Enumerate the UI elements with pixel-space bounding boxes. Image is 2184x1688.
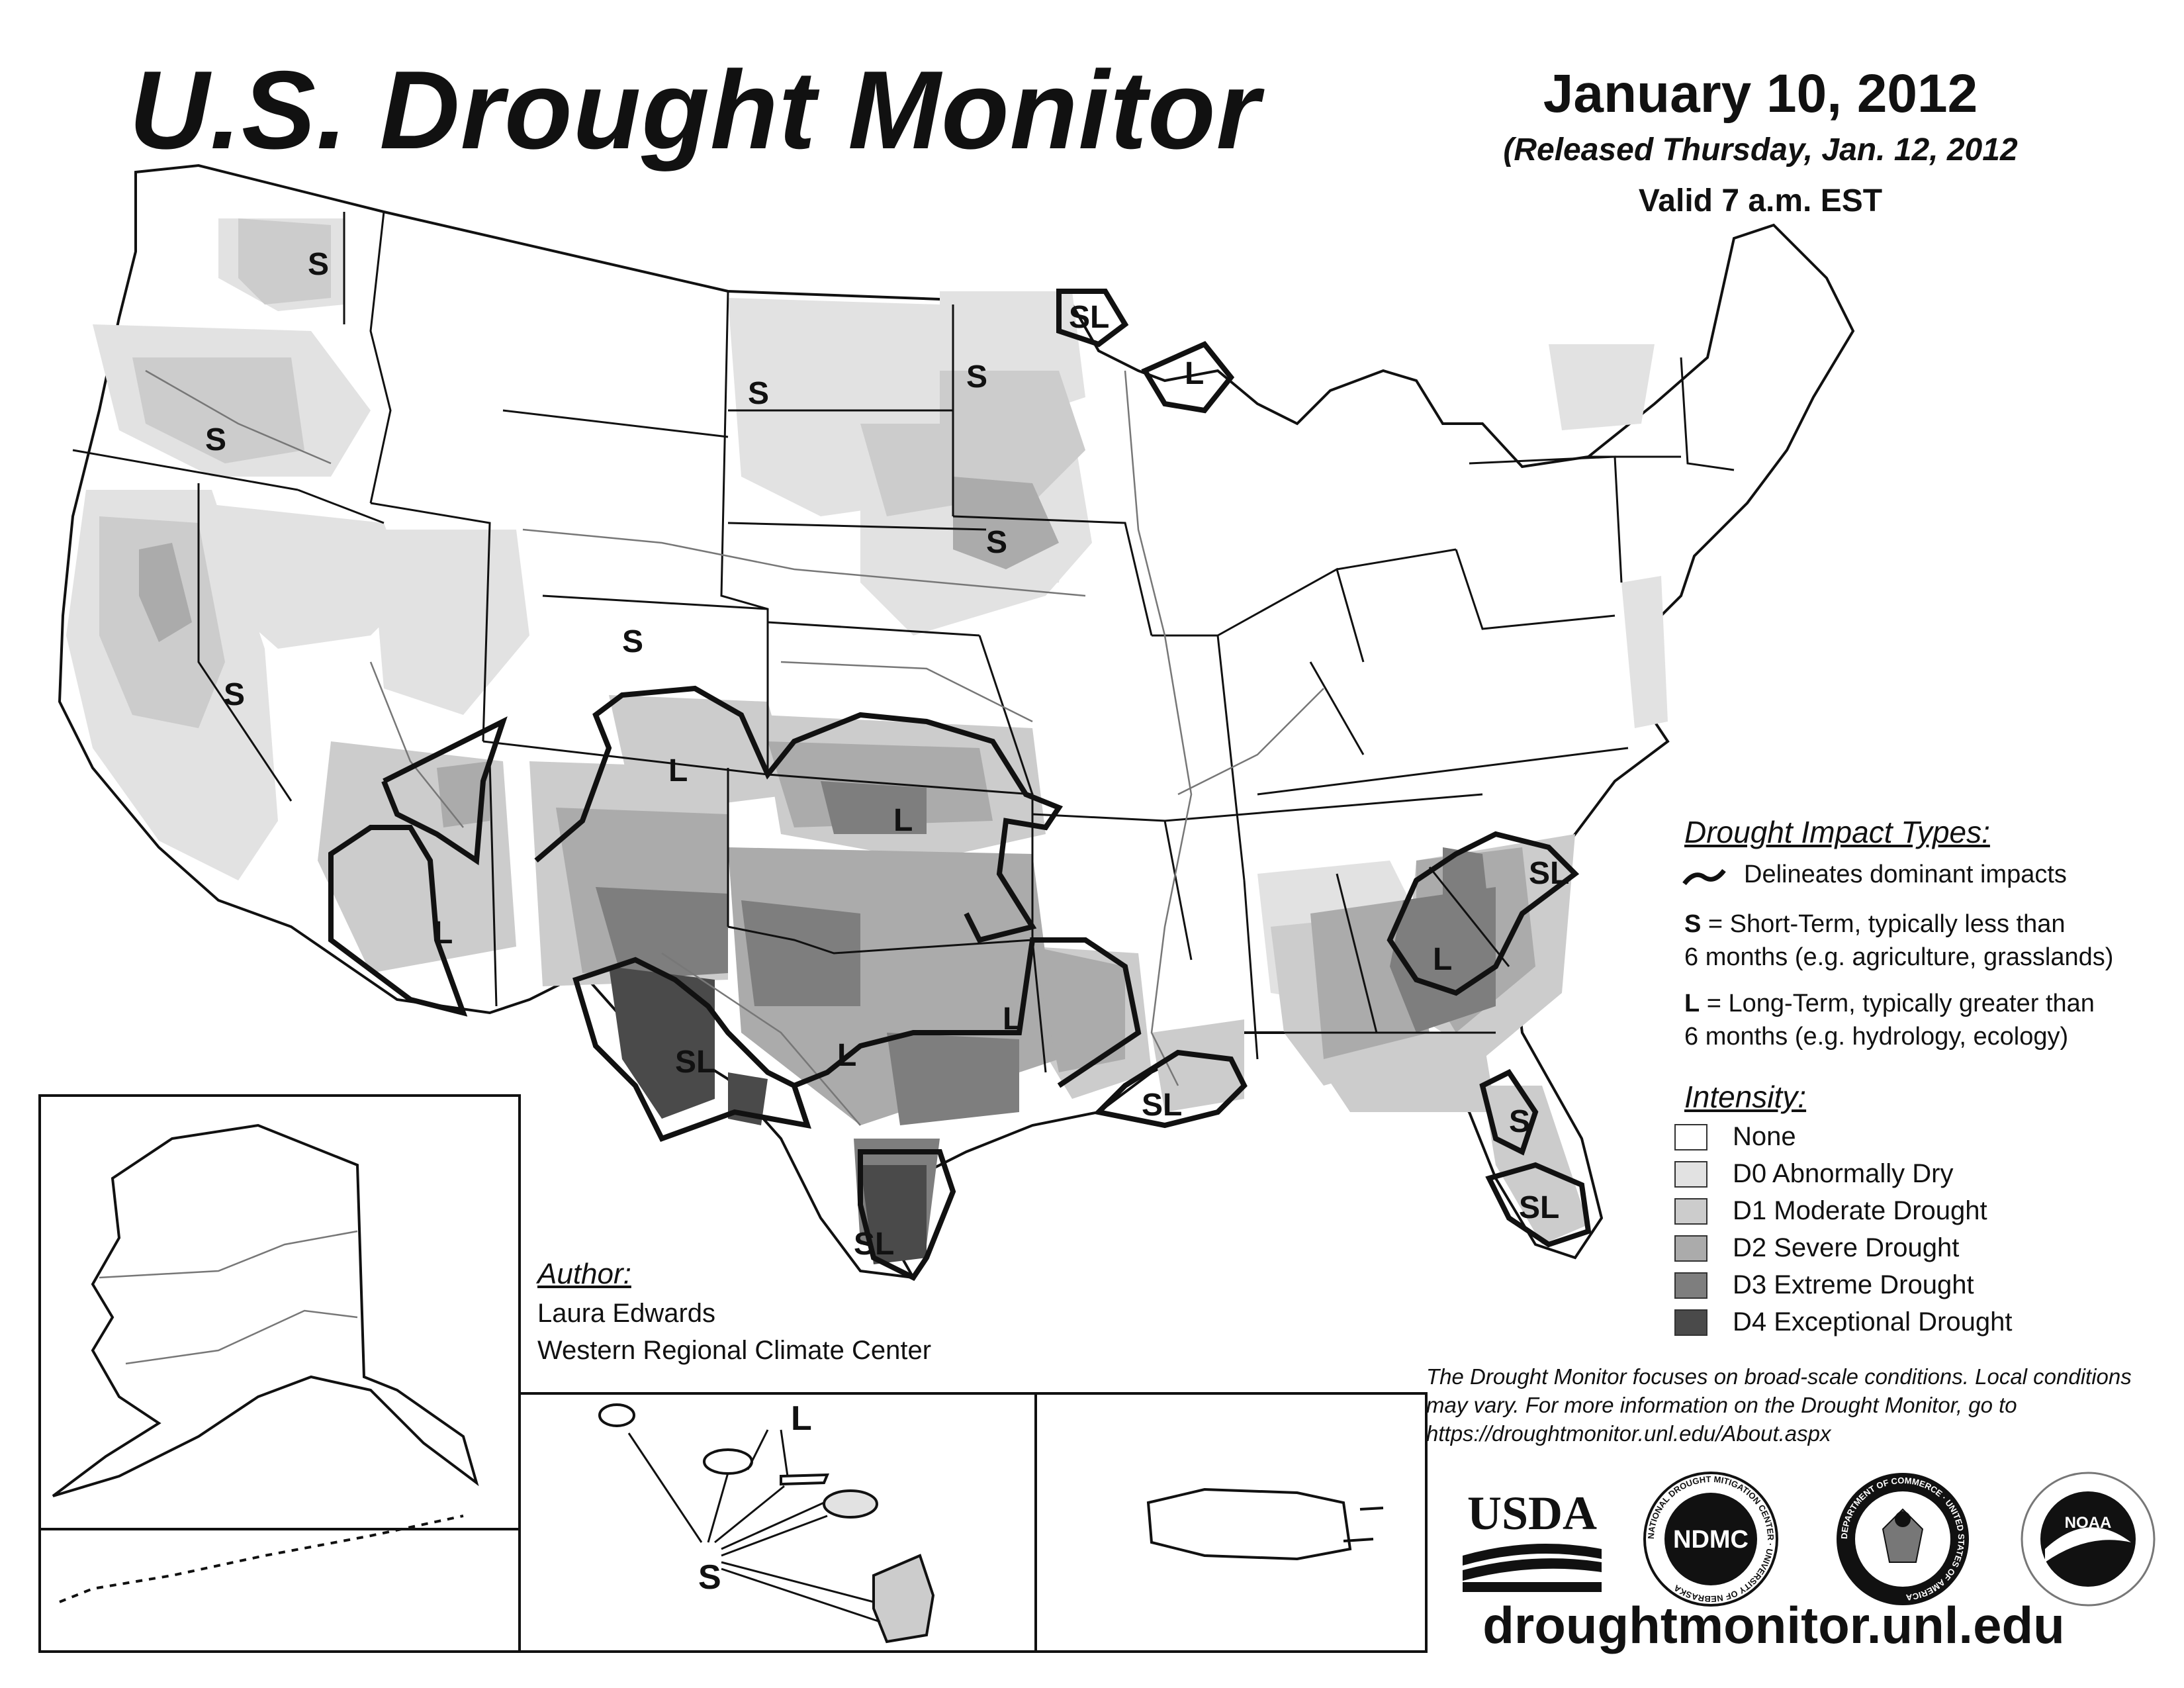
legend-long-term: L = Long-Term, typically greater than [1684,990,2095,1018]
release-date: (Released Thursday, Jan. 12, 2012 [1503,132,2018,167]
impact-label-l: L [1433,942,1452,977]
intensity-swatch [1674,1160,1707,1188]
impact-label-l: L [893,803,913,838]
impact-label-l: L [791,1399,812,1438]
long-term-desc-2: 6 months (e.g. hydrology, ecology) [1684,1023,2069,1051]
d4-areas [609,966,927,1264]
intensity-legend-item: D0 Abnormally Dry [1674,1159,1953,1189]
impact-label-s: S [986,525,1007,560]
ndmc-logo: NATIONAL DROUGHT MITIGATION CENTER · UNI… [1641,1470,1780,1609]
alaska-inset [52,1123,479,1603]
website-url[interactable]: droughtmonitor.unl.edu [1482,1596,2065,1654]
legend-intensity-title: Intensity: [1684,1080,1807,1114]
map-date: January 10, 2012 [1543,64,1978,124]
hawaii-inset: S L [598,1399,935,1644]
intensity-label: None [1733,1122,1796,1151]
impact-label-sl: SL [1529,856,1569,891]
noaa-logo-text: NOAA [2065,1514,2112,1532]
short-term-letter: S [1684,910,1702,938]
short-term-desc-1: = Short-Term, typically less than [1701,910,2066,938]
intensity-swatch [1674,1123,1707,1150]
rivers [145,369,1324,1126]
state-borders [72,211,1735,1073]
legend-short-term: S = Short-Term, typically less than [1684,910,2066,939]
impact-line-sample [1682,868,1726,886]
puerto-rico-inset [1146,1487,1384,1561]
impact-label-sl: SL [1142,1088,1182,1123]
legend-impact-title: Drought Impact Types: [1684,815,1990,849]
impact-label-l: L [1003,1002,1022,1037]
usda-logo: USDA [1456,1483,1608,1595]
ndmc-logo-text: NDMC [1673,1526,1749,1554]
intensity-legend-item: None [1674,1122,1796,1152]
short-term-desc-2: 6 months (e.g. agriculture, grasslands) [1684,943,2114,971]
map-title: U.S. Drought Monitor [129,48,1261,172]
impact-label-s: S [966,359,987,395]
impact-label-s: S [205,422,226,457]
impact-label-s: S [224,677,245,712]
intensity-swatch [1674,1197,1707,1225]
impact-label-l: L [668,753,688,788]
intensity-legend-item: D1 Moderate Drought [1674,1196,1987,1226]
intensity-label: D2 Severe Drought [1733,1233,1960,1262]
disclaimer-text: The Drought Monitor focuses on broad-sca… [1426,1364,2132,1446]
long-term-desc-1: = Long-Term, typically greater than [1700,990,2095,1017]
impact-label-sl: SL [1519,1190,1559,1225]
impact-boundaries [328,289,1592,1282]
intensity-swatch [1674,1272,1707,1299]
impact-label-l: L [837,1038,856,1073]
intensity-swatch [1674,1309,1707,1336]
impact-label-s: S [698,1558,721,1597]
impact-label-s: S [622,624,643,659]
legend-impact-line: Delineates dominant impacts [1744,861,2067,888]
impact-label-sl: SL [675,1045,715,1080]
date-block: January 10, 2012 (Released Thursday, Jan… [1443,63,2078,219]
valid-time: Valid 7 a.m. EST [1638,183,1883,218]
author-organization: Western Regional Climate Center [537,1336,932,1365]
impact-labels: S S S S S S S S L L L L L L L SL SL SL S… [205,247,1569,1262]
impact-label-sl: SL [854,1227,894,1262]
intensity-legend-item: D4 Exceptional Drought [1674,1307,2012,1337]
impact-label-s: S [748,376,769,411]
usda-logo-text: USDA [1467,1487,1597,1540]
impact-label-sl: SL [1069,300,1109,335]
commerce-seal-logo: DEPARTMENT OF COMMERCE · UNITED STATES O… [1833,1470,1972,1609]
intensity-label: D0 Abnormally Dry [1733,1159,1954,1188]
intensity-legend-item: D3 Extreme Drought [1674,1270,1974,1300]
author-name: Laura Edwards [537,1299,716,1328]
intensity-swatch [1674,1235,1707,1262]
intensity-label: D4 Exceptional Drought [1733,1307,2013,1336]
impact-label-s: S [308,247,329,282]
noaa-logo: NOAA [2019,1470,2158,1609]
intensity-label: D1 Moderate Drought [1733,1196,1987,1225]
inset-frames [38,1094,1428,1653]
intensity-legend-item: D2 Severe Drought [1674,1233,1959,1263]
long-term-letter: L [1684,990,1700,1017]
impact-label-l: L [433,915,453,951]
impact-label-s: S [1509,1104,1530,1139]
intensity-label: D3 Extreme Drought [1733,1270,1974,1299]
impact-label-l: L [1185,356,1204,391]
author-label: Author: [537,1258,631,1290]
